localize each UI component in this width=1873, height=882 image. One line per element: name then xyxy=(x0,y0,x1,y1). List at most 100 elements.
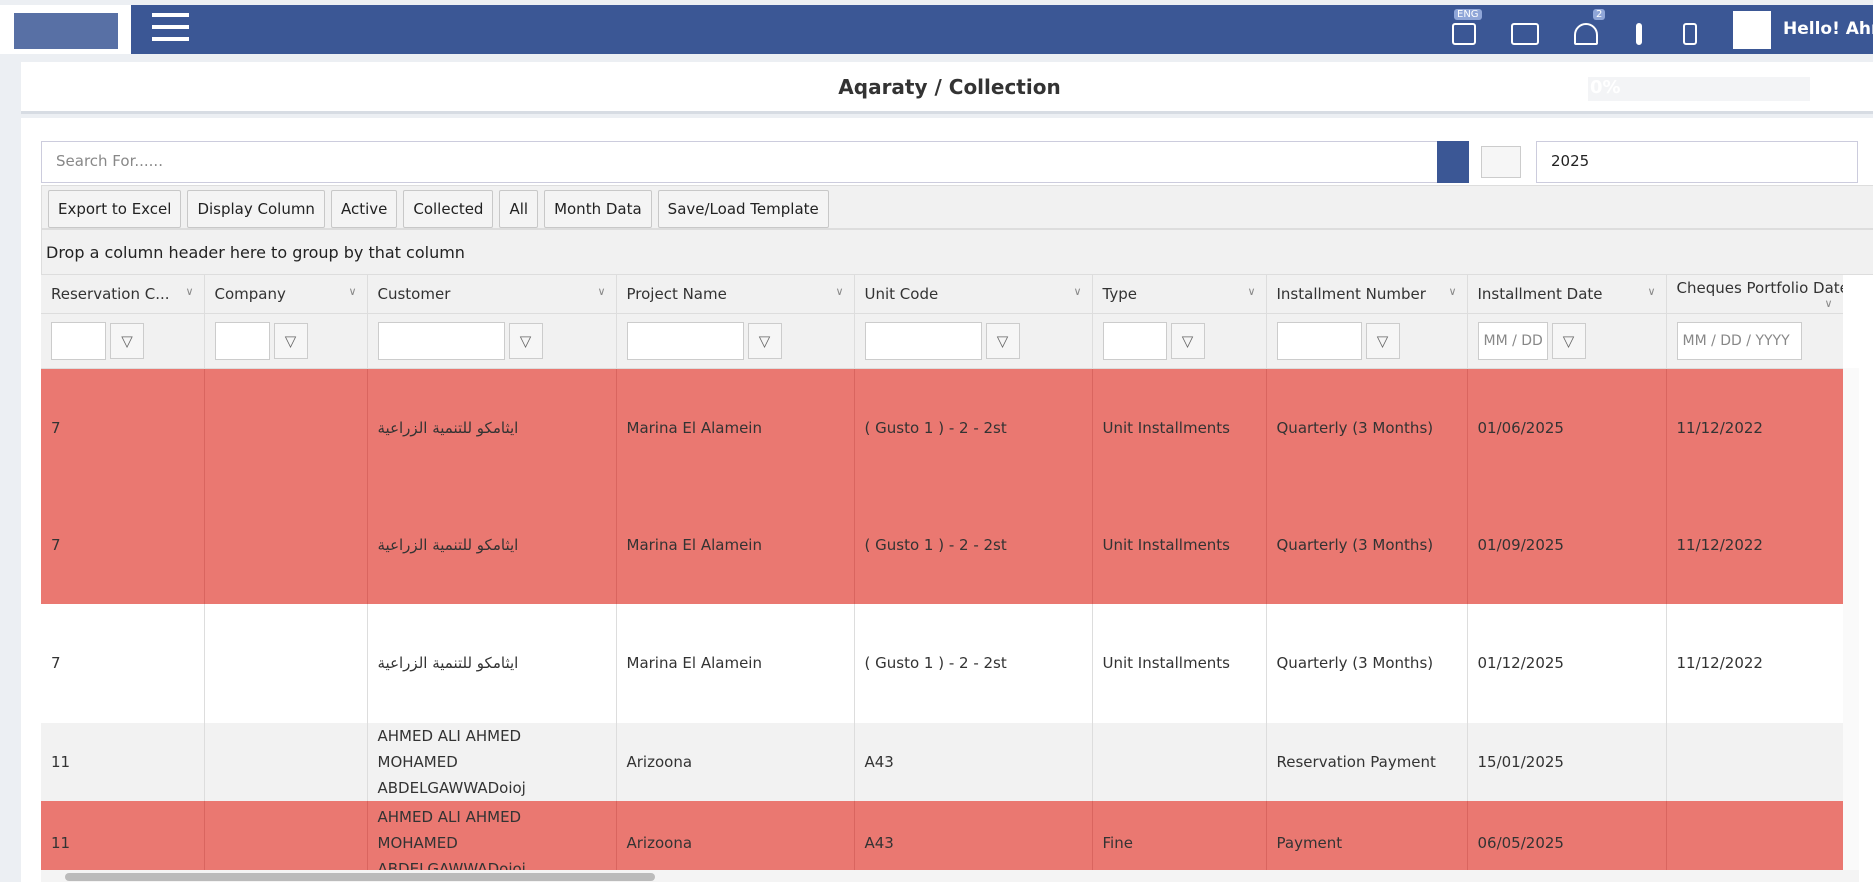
column-title: Company xyxy=(214,285,286,303)
filter-button[interactable]: ▽ xyxy=(1170,323,1205,359)
filter-button[interactable]: ▽ xyxy=(1551,323,1586,359)
cell: ايثامكو للتنمية الزراعية xyxy=(367,603,617,723)
cell: Quarterly (3 Months) xyxy=(1266,486,1468,604)
data-row[interactable]: 7 ايثامكو للتنمية الزراعية Marina El Alame… xyxy=(41,603,1843,723)
toolbar-button[interactable]: Save/Load Template xyxy=(657,190,829,228)
mobile-icon[interactable] xyxy=(1683,23,1697,45)
avatar[interactable] xyxy=(1733,11,1771,49)
menu-icon[interactable] xyxy=(152,25,189,29)
filter-row: ▽ ▽ ▽ ▽ ▽ ▽ ▽ MM / DD / ▽ MM / DD / YYYY xyxy=(41,313,1843,369)
date-filter[interactable]: MM / DD / YYYY xyxy=(1676,322,1802,360)
toolbar-button[interactable]: Active xyxy=(330,190,398,228)
date-filter[interactable]: MM / DD / xyxy=(1477,322,1548,360)
cell: AHMED ALI AHMED MOHAMED ABDELGAWWADoioj xyxy=(367,800,617,870)
cell: Marina El Alamein xyxy=(616,486,855,604)
search-input[interactable]: Search For...... xyxy=(41,141,1438,183)
filter-button[interactable]: ▽ xyxy=(110,323,144,359)
filter-input[interactable] xyxy=(1276,322,1362,360)
cell: Unit Installments xyxy=(1092,368,1267,487)
column-title: Type xyxy=(1102,285,1137,303)
column-header[interactable]: Cheques Portfolio Date ∨ xyxy=(1666,275,1843,314)
menu-icon[interactable] xyxy=(152,37,189,41)
column-title: Installment Date xyxy=(1477,285,1603,303)
filter-button[interactable]: ▽ xyxy=(747,323,782,359)
filter-input[interactable] xyxy=(864,322,982,360)
column-header[interactable]: Reservation C... ∨ xyxy=(41,275,205,314)
cell: A43 xyxy=(854,722,1093,801)
cell: 01/12/2025 xyxy=(1467,603,1667,723)
column-menu: ∨ xyxy=(597,285,606,298)
cell: ( Gusto 1 ) - 2 - 2st xyxy=(854,603,1093,723)
cell xyxy=(204,800,368,870)
cell: Fine xyxy=(1092,800,1267,870)
data-row[interactable]: 7 ايثامكو للتنمية الزراعية Marina El Alame… xyxy=(41,368,1843,487)
filter-input[interactable] xyxy=(51,322,106,360)
cell: 11 xyxy=(41,800,205,870)
search-button[interactable] xyxy=(1481,146,1521,178)
filter-input[interactable] xyxy=(626,322,744,360)
dropdown-button[interactable] xyxy=(1437,141,1469,183)
column-menu: ∨ xyxy=(1247,285,1256,298)
filter-button[interactable]: ▽ xyxy=(508,323,543,359)
filter-button[interactable]: ▽ xyxy=(1365,323,1400,359)
cell: Reservation Payment xyxy=(1266,722,1468,801)
cell xyxy=(204,368,368,487)
column-menu: ∨ xyxy=(1647,285,1656,298)
data-row[interactable]: 11 AHMED ALI AHMED MOHAMED ABDELGAWWADoio… xyxy=(41,722,1843,801)
greeting[interactable]: Hello! Ahme xyxy=(1783,19,1873,39)
sidebar-gap xyxy=(0,54,21,882)
cell: Unit Installments xyxy=(1092,603,1267,723)
column-menu: ∨ xyxy=(1073,285,1082,298)
filter-input[interactable] xyxy=(377,322,505,360)
cell xyxy=(1666,722,1843,801)
bell-icon[interactable] xyxy=(1574,23,1598,45)
column-header[interactable]: Unit Code ∨ xyxy=(854,275,1093,314)
toolbar-button[interactable]: All xyxy=(499,190,539,228)
toolbar-button[interactable]: Export to Excel xyxy=(48,190,182,228)
filter-cell: MM / DD / ▽ xyxy=(1467,313,1667,369)
filter-button[interactable]: ▽ xyxy=(273,323,308,359)
column-header[interactable]: Installment Date ∨ xyxy=(1467,275,1667,314)
cell xyxy=(204,486,368,604)
cell: Payment xyxy=(1266,800,1468,870)
cell: 06/05/2025 xyxy=(1467,800,1667,870)
info-icon[interactable] xyxy=(1636,23,1642,45)
column-header[interactable]: Type ∨ xyxy=(1092,275,1267,314)
grid-table: Reservation C... ∨ Company ∨ Customer ∨ Projec… xyxy=(41,275,1843,870)
data-row[interactable]: 11 AHMED ALI AHMED MOHAMED ABDELGAWWADoio… xyxy=(41,800,1843,870)
filter-cell: ▽ xyxy=(41,313,205,369)
scroll-thumb[interactable] xyxy=(65,873,655,881)
menu-icon[interactable] xyxy=(152,13,189,17)
filter-input[interactable] xyxy=(214,322,270,360)
toolbar-button[interactable]: Display Column xyxy=(187,190,325,228)
cell: 11/12/2022 xyxy=(1666,486,1843,604)
cell: Quarterly (3 Months) xyxy=(1266,368,1468,487)
toolbar-button[interactable]: Collected xyxy=(403,190,494,228)
column-header[interactable]: Customer ∨ xyxy=(367,275,617,314)
language-icon[interactable] xyxy=(1452,23,1476,45)
cell: 11/12/2022 xyxy=(1666,368,1843,487)
column-title: Reservation C... xyxy=(51,285,170,303)
cell: 11 xyxy=(41,722,205,801)
cell xyxy=(204,722,368,801)
column-header[interactable]: Company ∨ xyxy=(204,275,368,314)
mail-icon[interactable] xyxy=(1511,23,1539,45)
grid: Reservation C... ∨ Company ∨ Customer ∨ Projec… xyxy=(41,275,1843,870)
filter-cell: MM / DD / YYYY xyxy=(1666,313,1843,369)
cell xyxy=(1092,722,1267,801)
column-menu: ∨ xyxy=(1448,285,1457,298)
cell: Quarterly (3 Months) xyxy=(1266,603,1468,723)
year-input[interactable]: 2025 xyxy=(1536,141,1858,183)
content: Search For...... 2025 Export to Excel Dis… xyxy=(21,118,1873,882)
data-row[interactable]: 7 ايثامكو للتنمية الزراعية Marina El Alame… xyxy=(41,486,1843,604)
column-header[interactable]: Installment Number ∨ xyxy=(1266,275,1468,314)
filter-input[interactable] xyxy=(1102,322,1167,360)
column-menu: ∨ xyxy=(348,285,357,298)
toolbar-button[interactable]: Month Data xyxy=(544,190,652,228)
filter-button[interactable]: ▽ xyxy=(985,323,1020,359)
filter-cell: ▽ xyxy=(1266,313,1468,369)
column-header[interactable]: Project Name ∨ xyxy=(616,275,855,314)
cell: ( Gusto 1 ) - 2 - 2st xyxy=(854,368,1093,487)
column-title: Project Name xyxy=(626,285,727,303)
